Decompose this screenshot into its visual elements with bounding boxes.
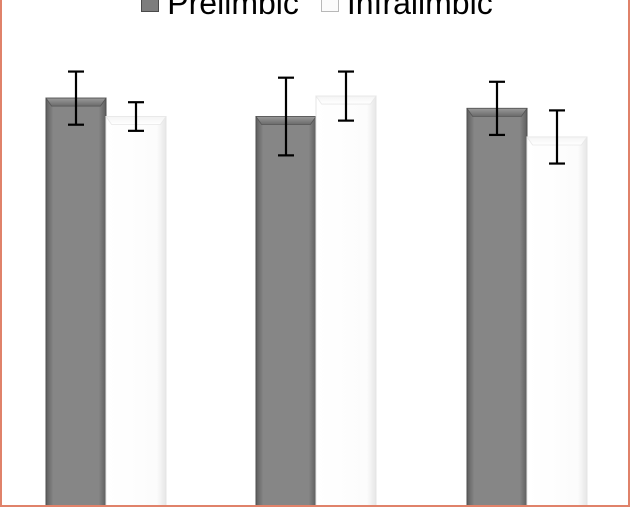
legend-label-infralimbic: Infralimbic	[346, 0, 493, 21]
bar-prelimbic-3	[466, 107, 528, 505]
legend-swatch-infralimbic	[320, 0, 339, 12]
legend-item-infralimbic: Infralimbic	[320, 0, 493, 21]
legend-item-prelimbic: Prelimbic	[141, 0, 299, 20]
errorbar-infralimbic-3	[549, 109, 565, 165]
bar-prelimbic-2	[255, 116, 317, 505]
bar-infralimbic-1	[105, 116, 167, 505]
chart-legend: Prelimbic Infralimbic	[2, 0, 628, 21]
errorbar-prelimbic-1	[68, 70, 84, 126]
bar-infralimbic-2	[315, 95, 377, 505]
legend-label-prelimbic: Prelimbic	[167, 0, 299, 21]
errorbar-infralimbic-2	[338, 70, 354, 122]
bar-infralimbic-3	[526, 136, 588, 505]
bar-prelimbic-1	[45, 97, 107, 505]
errorbar-prelimbic-3	[489, 80, 505, 137]
errorbar-infralimbic-1	[128, 101, 144, 132]
errorbar-prelimbic-2	[278, 76, 294, 157]
legend-swatch-prelimbic	[141, 0, 160, 12]
